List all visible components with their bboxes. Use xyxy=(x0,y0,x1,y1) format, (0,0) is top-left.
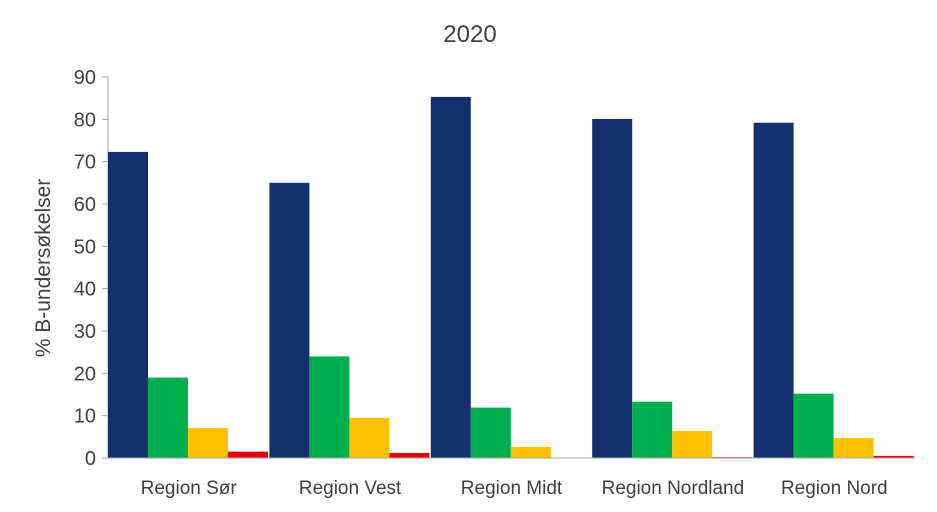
bar xyxy=(470,407,511,458)
bar xyxy=(430,96,471,458)
bar xyxy=(510,446,551,458)
y-tick-label: 70 xyxy=(74,152,96,174)
bar xyxy=(389,452,430,458)
bar xyxy=(228,451,268,458)
x-tick-label: Region Sør xyxy=(141,478,238,499)
bar xyxy=(753,122,794,458)
bar xyxy=(349,417,390,458)
y-axis-label: % B-undersøkelser xyxy=(32,179,55,358)
y-tick-label: 60 xyxy=(74,194,96,216)
bar xyxy=(148,377,188,458)
bar xyxy=(108,151,148,458)
bar xyxy=(592,118,633,458)
y-tick-label: 40 xyxy=(74,279,96,301)
y-ticks: 0 10 20 30 40 50 60 70 80 90 xyxy=(74,67,108,470)
bar xyxy=(833,438,874,458)
bar xyxy=(793,393,834,458)
y-tick-label: 90 xyxy=(74,67,96,89)
y-tick-label: 80 xyxy=(74,109,96,131)
x-tick-label: Region Midt xyxy=(461,478,563,499)
bars xyxy=(108,96,914,459)
bar xyxy=(309,356,350,458)
x-tick-label: Region Nord xyxy=(781,478,888,499)
y-tick-label: 10 xyxy=(74,406,96,428)
bar xyxy=(632,401,673,458)
chart-title: 2020 xyxy=(443,21,496,48)
bar xyxy=(873,455,914,458)
x-tick-label: Region Vest xyxy=(299,478,402,499)
bar xyxy=(269,182,310,459)
y-tick-label: 30 xyxy=(74,321,96,343)
bar xyxy=(188,427,228,458)
x-labels: Region Sør Region Vest Region Midt Region N… xyxy=(141,478,888,499)
bar xyxy=(672,430,713,458)
y-tick-label: 20 xyxy=(74,363,96,385)
y-tick-label: 50 xyxy=(74,236,96,258)
y-tick-label: 0 xyxy=(85,448,96,470)
x-tick-label: Region Nordland xyxy=(602,478,745,499)
